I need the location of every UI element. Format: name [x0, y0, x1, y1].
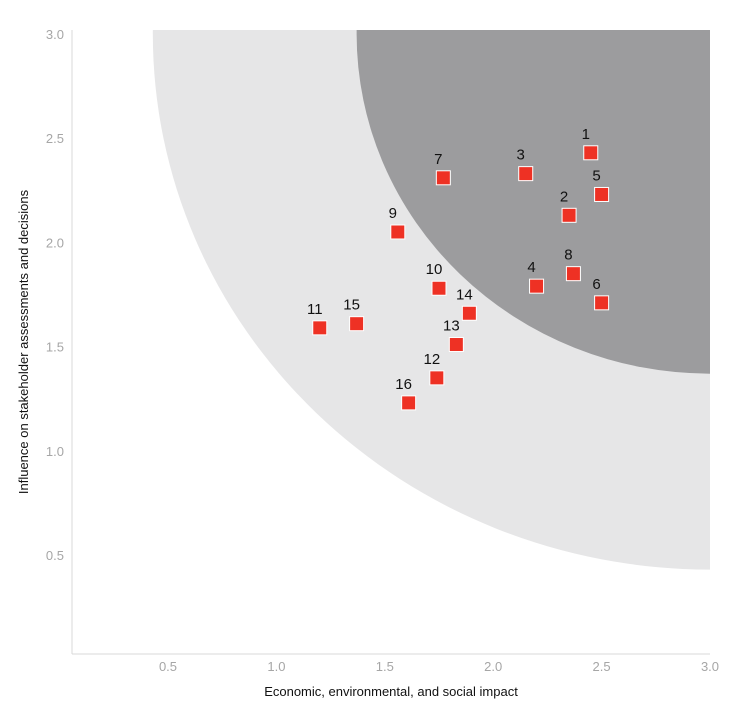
- data-point-label-3: 3: [517, 147, 525, 164]
- x-tick-label: 1.5: [376, 659, 394, 674]
- data-point-label-8: 8: [564, 247, 572, 264]
- data-point-label-7: 7: [434, 151, 442, 168]
- data-point-13: [448, 337, 464, 353]
- data-point-14: [461, 305, 477, 321]
- data-point-1: [583, 145, 599, 161]
- y-tick-label: 2.5: [46, 131, 64, 146]
- data-point-label-9: 9: [389, 205, 397, 222]
- data-point-label-10: 10: [426, 261, 443, 278]
- x-tick-label: 1.0: [267, 659, 285, 674]
- data-point-11: [312, 320, 328, 336]
- data-point-label-14: 14: [456, 286, 473, 303]
- y-tick-label: 3.0: [46, 27, 64, 42]
- data-point-5: [594, 186, 610, 202]
- data-point-16: [401, 395, 417, 411]
- data-point-label-6: 6: [592, 276, 600, 293]
- data-point-15: [349, 316, 365, 332]
- data-point-7: [435, 170, 451, 186]
- data-point-6: [594, 295, 610, 311]
- data-point-label-11: 11: [307, 301, 323, 318]
- y-tick-labels: 0.5 1.0 1.5 2.0 2.5 3.0: [46, 27, 64, 563]
- y-tick-label: 0.5: [46, 548, 64, 563]
- x-tick-label: 2.5: [593, 659, 611, 674]
- data-point-label-2: 2: [560, 188, 568, 205]
- y-tick-label: 2.0: [46, 235, 64, 250]
- data-point-10: [431, 280, 447, 296]
- data-point-label-12: 12: [423, 351, 440, 368]
- data-point-label-5: 5: [592, 167, 600, 184]
- y-tick-label: 1.0: [46, 444, 64, 459]
- data-point-3: [518, 166, 534, 182]
- x-tick-label: 3.0: [701, 659, 719, 674]
- materiality-zones: [152, 30, 710, 570]
- data-point-label-13: 13: [443, 318, 460, 335]
- data-point-12: [429, 370, 445, 386]
- data-point-9: [390, 224, 406, 240]
- y-axis-title: Influence on stakeholder assessments and…: [16, 189, 31, 494]
- data-point-4: [529, 278, 545, 294]
- x-tick-label: 0.5: [159, 659, 177, 674]
- y-tick-label: 1.5: [46, 340, 64, 355]
- data-point-2: [561, 207, 577, 223]
- x-tick-labels: 0.5 1.0 1.5 2.0 2.5 3.0: [159, 659, 719, 674]
- x-tick-label: 2.0: [484, 659, 502, 674]
- data-point-label-16: 16: [395, 376, 412, 393]
- data-point-label-1: 1: [582, 126, 590, 143]
- data-point-8: [565, 266, 581, 282]
- data-point-label-4: 4: [527, 259, 535, 276]
- x-axis-title: Economic, environmental, and social impa…: [264, 684, 518, 699]
- data-point-label-15: 15: [343, 297, 360, 314]
- zone-inner: [356, 30, 710, 374]
